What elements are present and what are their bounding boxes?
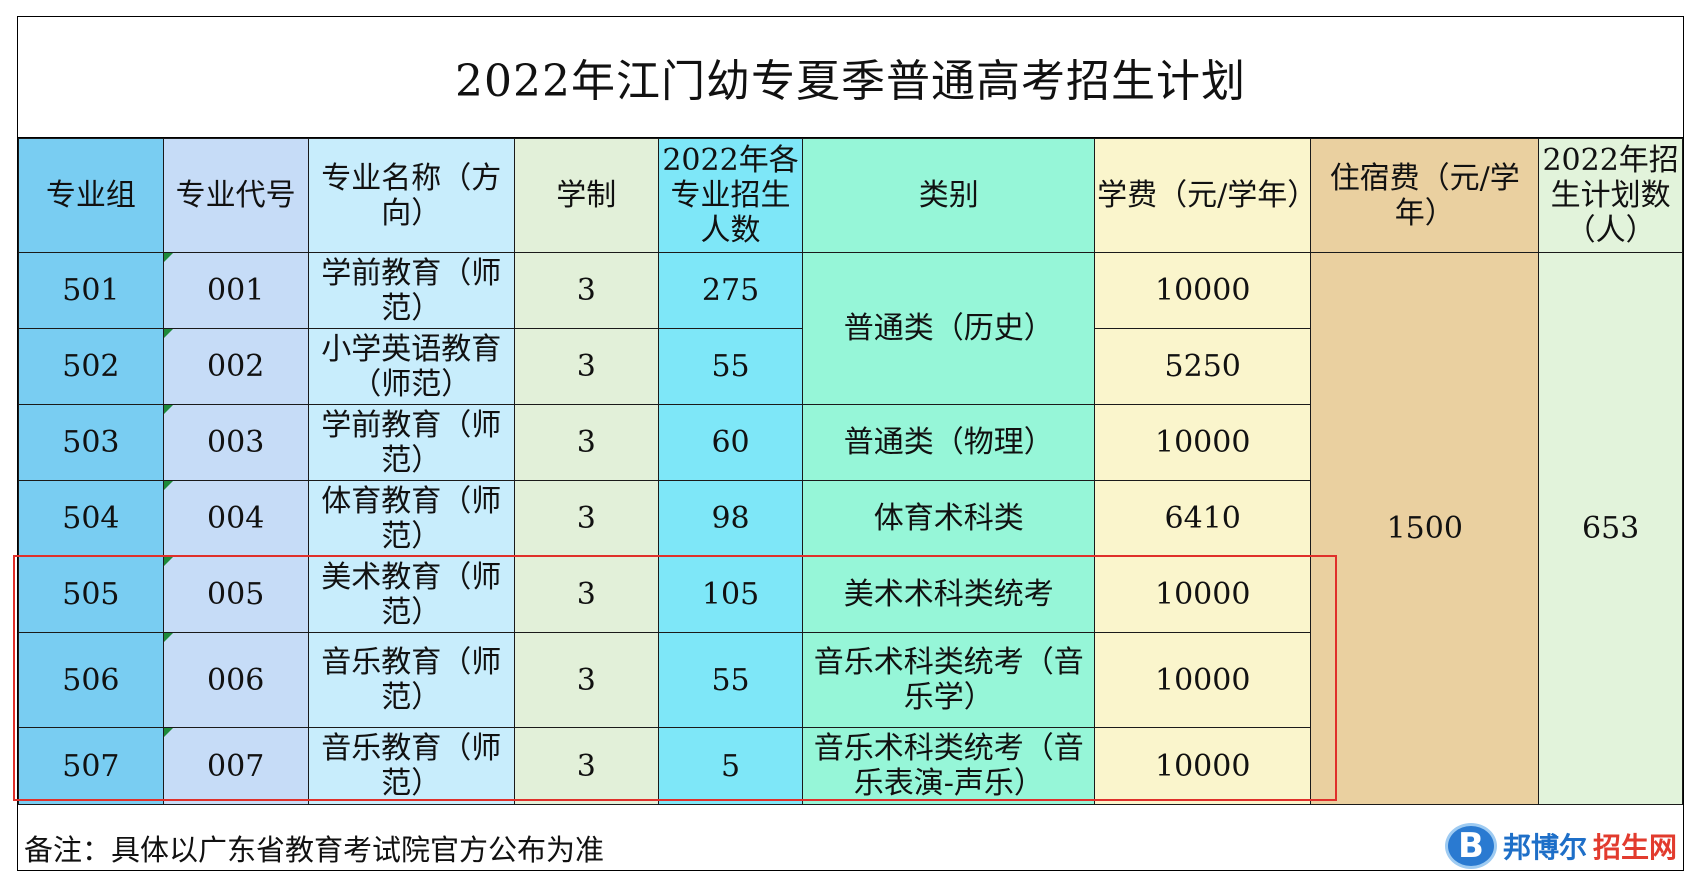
cell-name: 小学英语教育（师范）: [307, 328, 515, 405]
cell-group: 504: [18, 480, 164, 557]
header-group: 专业组: [18, 138, 164, 253]
cell-tuition: 10000: [1094, 727, 1312, 805]
cell-name: 学前教育（师范）: [307, 404, 515, 481]
cell-group: 507: [18, 727, 164, 805]
cell-years: 3: [513, 252, 659, 329]
cell-total-plan: 653: [1538, 252, 1683, 805]
table-row: 502 002 小学英语教育（师范） 3 55 5250: [18, 328, 1683, 405]
cell-name: 音乐教育（师范）: [307, 632, 515, 728]
cell-years: 3: [513, 556, 659, 633]
logo-badge-icon: B: [1445, 823, 1497, 869]
cell-tuition: 10000: [1094, 404, 1312, 481]
cell-code-text: 004: [207, 501, 265, 536]
cell-dorm-fee: 1500: [1310, 252, 1540, 805]
footnote: 备注：具体以广东省教育考试院官方公布为准: [24, 832, 605, 867]
cell-tuition: 10000: [1094, 556, 1312, 633]
cell-category: 美术术科类统考: [802, 556, 1096, 633]
cell-code-text: 001: [207, 273, 265, 308]
cell-count: 55: [657, 328, 804, 405]
logo-text-red: 招生网: [1593, 831, 1678, 864]
cell-category: 普通类（物理）: [802, 404, 1096, 481]
cell-name: 美术教育（师范）: [307, 556, 515, 633]
cell-code-text: 007: [207, 748, 265, 784]
cell-count: 275: [657, 252, 804, 329]
logo-text-blue: 邦博尔: [1503, 831, 1588, 864]
header-count: 2022年各专业招生人数: [657, 138, 804, 253]
header-name: 专业名称（方向）: [307, 138, 515, 253]
table-row: 503 003 学前教育（师范） 3 60 普通类（物理） 10000: [18, 404, 1683, 481]
cell-years: 3: [513, 727, 659, 805]
cell-code: 006: [162, 632, 309, 728]
cell-years: 3: [513, 328, 659, 405]
cell-tuition: 10000: [1094, 632, 1312, 728]
cell-group: 506: [18, 632, 164, 728]
cell-name: 学前教育（师范）: [307, 252, 515, 329]
header-years: 学制: [513, 138, 659, 253]
comment-marker-icon: [164, 633, 173, 642]
cell-code: 003: [162, 404, 309, 481]
cell-count: 60: [657, 404, 804, 481]
cell-count: 98: [657, 480, 804, 557]
cell-code: 004: [162, 480, 309, 557]
cell-name: 音乐教育（师范）: [307, 727, 515, 805]
comment-marker-icon: [164, 405, 173, 414]
spreadsheet: 2022年江门幼专夏季普通高考招生计划 专业组 专业代号 专业名称（方向） 学制…: [17, 16, 1684, 871]
cell-code: 005: [162, 556, 309, 633]
table-row: 504 004 体育教育（师范） 3 98 体育术科类 6410: [18, 480, 1683, 557]
cell-tuition: 10000: [1094, 252, 1312, 329]
comment-marker-icon: [164, 557, 173, 566]
watermark-logo: B 邦博尔 招生网: [1445, 821, 1677, 871]
cell-group: 505: [18, 556, 164, 633]
header-row: 专业组 专业代号 专业名称（方向） 学制 2022年各专业招生人数 类别 学费（…: [18, 138, 1683, 253]
cell-count: 5: [657, 727, 804, 805]
cell-years: 3: [513, 480, 659, 557]
header-dorm-fee: 住宿费（元/学年）: [1310, 138, 1540, 253]
page-title: 2022年江门幼专夏季普通高考招生计划: [18, 17, 1683, 138]
table-row: 501 001 学前教育（师范） 3 275 普通类（历史） 10000 150…: [18, 252, 1683, 805]
table-row: 506 006 音乐教育（师范） 3 55 音乐术科类统考（音乐学） 10000: [18, 632, 1683, 728]
header-tuition: 学费（元/学年）: [1094, 138, 1312, 253]
cell-name: 体育教育（师范）: [307, 480, 515, 557]
cell-count: 105: [657, 556, 804, 633]
cell-code: 007: [162, 727, 309, 805]
cell-tuition: 5250: [1094, 328, 1312, 405]
cell-group: 502: [18, 328, 164, 405]
cell-years: 3: [513, 404, 659, 481]
cell-group: 503: [18, 404, 164, 481]
comment-marker-icon: [164, 253, 173, 262]
comment-marker-icon: [164, 728, 173, 737]
cell-tuition: 6410: [1094, 480, 1312, 557]
header-total-plan: 2022年招生计划数（人）: [1538, 138, 1683, 253]
cell-group: 501: [18, 252, 164, 329]
cell-code-text: 006: [207, 662, 265, 698]
header-code: 专业代号: [162, 138, 309, 253]
table-row: 505 005 美术教育（师范） 3 105 美术术科类统考 10000: [18, 556, 1683, 633]
cell-code-text: 002: [207, 349, 265, 384]
cell-code: 001: [162, 252, 309, 329]
cell-category: 体育术科类: [802, 480, 1096, 557]
enrollment-table: 专业组 专业代号 专业名称（方向） 学制 2022年各专业招生人数 类别 学费（…: [18, 138, 1683, 805]
table-row: 507 007 音乐教育（师范） 3 5 音乐术科类统考（音乐表演-声乐） 10…: [18, 727, 1683, 805]
comment-marker-icon: [164, 329, 173, 338]
cell-years: 3: [513, 632, 659, 728]
cell-count: 55: [657, 632, 804, 728]
header-category: 类别: [802, 138, 1096, 253]
cell-code-text: 003: [207, 425, 265, 460]
cell-category: 音乐术科类统考（音乐学）: [802, 632, 1096, 728]
cell-code: 002: [162, 328, 309, 405]
comment-marker-icon: [164, 481, 173, 490]
cell-category: 音乐术科类统考（音乐表演-声乐）: [802, 727, 1096, 805]
cell-category: 普通类（历史）: [802, 252, 1096, 405]
cell-code-text: 005: [207, 577, 265, 612]
